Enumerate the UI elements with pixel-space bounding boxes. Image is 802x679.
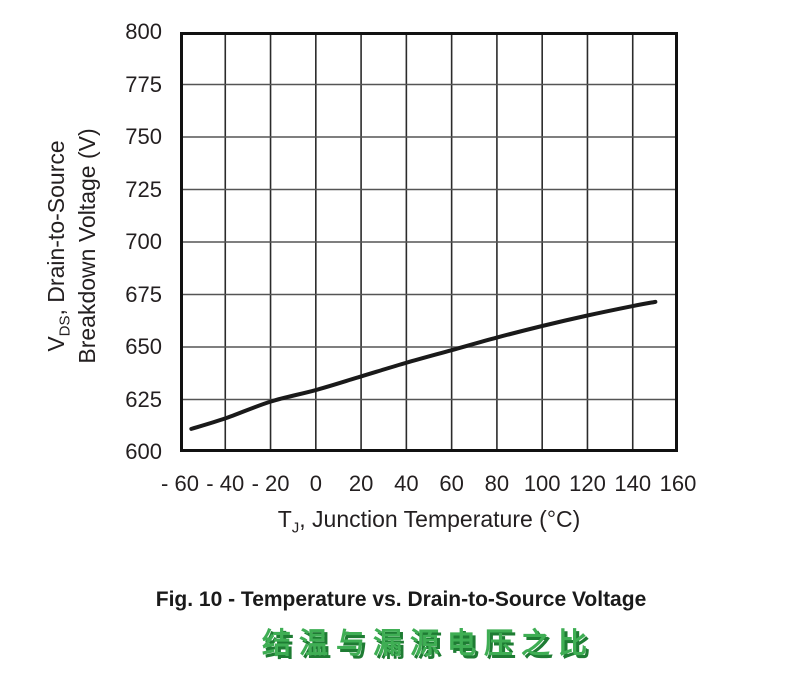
x-tick-label: 100 xyxy=(523,471,561,496)
figure-caption: Fig. 10 - Temperature vs. Drain-to-Sourc… xyxy=(155,588,647,611)
y-tick-label: 775 xyxy=(125,71,162,97)
y-tick-label: 725 xyxy=(125,176,162,202)
y-tick-label: 700 xyxy=(125,229,162,254)
x-tick-label: 60 xyxy=(439,471,464,496)
y-axis-title-line2: Breakdown Voltage (V) xyxy=(74,128,100,364)
y-tick-label: 800 xyxy=(125,19,162,44)
x-tick-label: 160 xyxy=(659,471,697,496)
x-tick-label: 140 xyxy=(614,471,652,496)
x-tick-label: - 20 xyxy=(251,471,290,496)
x-axis-title: TJ, Junction Temperature (°C) xyxy=(277,506,581,537)
y-tick-label: 650 xyxy=(125,334,162,359)
y-tick-label: 600 xyxy=(125,439,162,464)
x-tick-label: 0 xyxy=(309,471,322,496)
y-axis-title-line1: VDS, Drain-to-Source xyxy=(43,140,74,352)
data-curve xyxy=(189,299,658,431)
y-tick-label: 675 xyxy=(125,281,162,307)
y-tick-label: 750 xyxy=(125,124,162,149)
x-tick-label: 40 xyxy=(394,471,419,496)
x-tick-label: 20 xyxy=(348,471,374,496)
plot-area xyxy=(180,32,678,452)
figure-subtitle-chinese: 结温与漏源电压之比 xyxy=(261,628,595,660)
x-tick-label: - 60 xyxy=(161,471,199,496)
y-tick-label: 625 xyxy=(125,386,162,412)
x-axis-subscript: J xyxy=(291,519,300,537)
plot-frame xyxy=(180,32,678,452)
x-tick-label: 120 xyxy=(569,471,606,496)
y-axis-title: VDS, Drain-to-Source Breakdown Voltage (… xyxy=(41,128,103,363)
x-tick-label: - 40 xyxy=(206,471,245,496)
x-tick-label: 80 xyxy=(484,471,510,496)
